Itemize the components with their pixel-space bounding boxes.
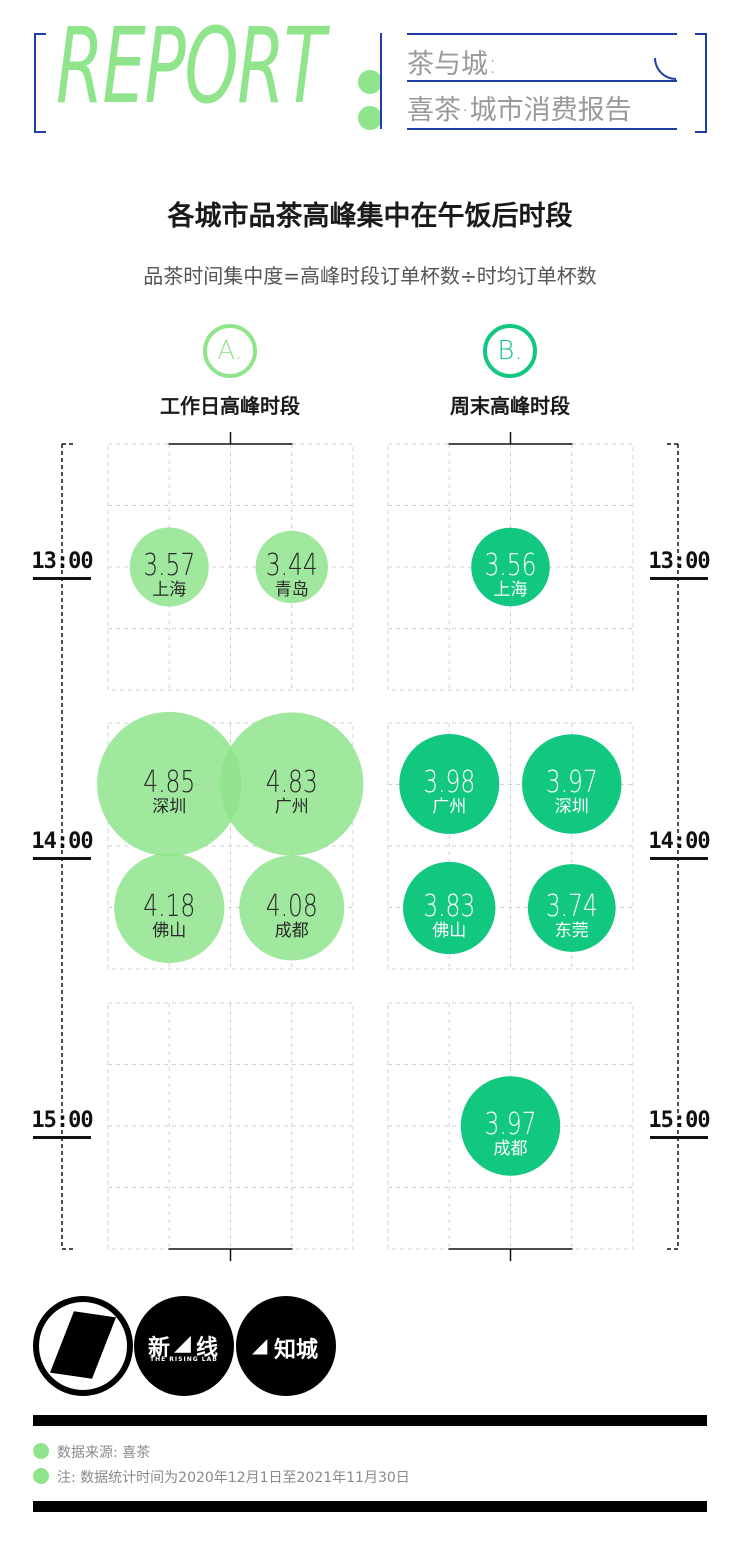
- bubble-city: 佛山: [152, 921, 186, 941]
- bubble-value: 3.57: [143, 548, 195, 583]
- bubble-weekend: [471, 527, 550, 607]
- zhicheng-logo: ◢ 知城: [236, 1296, 336, 1396]
- time-label-left-15: 15:00: [31, 1108, 93, 1133]
- bubble-city: 深圳: [555, 797, 589, 817]
- legend-note: 注: 数据统计时间为2020年12月1日至2021年11月30日: [57, 1470, 410, 1486]
- bubble-weekend: [460, 1076, 561, 1176]
- header-divider: [380, 33, 382, 129]
- xinxian-logo-mark: ◢: [174, 1331, 191, 1356]
- time-label-right-14: 14:00: [648, 829, 710, 854]
- bubble-value: 3.56: [484, 548, 536, 583]
- chart-subtitle: 品茶时间集中度=高峰时段订单杯数÷时均订单杯数: [143, 264, 597, 288]
- time-label-left-13: 13:00: [31, 549, 93, 574]
- panel-a-title: 工作日高峰时段: [160, 394, 300, 418]
- icon-logo: [33, 1296, 133, 1396]
- chart-title: 各城市品茶高峰集中在午饭后时段: [167, 201, 573, 232]
- bubble-value: 4.85: [143, 765, 195, 800]
- panel-b-title: 周末高峰时段: [450, 394, 570, 418]
- bubble-weekday: [97, 711, 242, 857]
- time-underline-left: [33, 857, 91, 860]
- bubble-value: 3.44: [266, 548, 318, 583]
- bubble-city: 成都: [494, 1139, 528, 1159]
- time-underline-right: [650, 1136, 708, 1139]
- bubble-city: 成都: [275, 921, 309, 941]
- panel-b-badge: B.: [483, 324, 537, 378]
- bubble-value: 4.08: [266, 889, 318, 924]
- bubble-city: 广州: [275, 797, 309, 817]
- time-label-right-15: 15:00: [648, 1108, 710, 1133]
- time-underline-left: [33, 577, 91, 580]
- time-label-right-13: 13:00: [648, 549, 710, 574]
- legend-dot-1: [33, 1443, 49, 1459]
- bubble-value: 3.98: [423, 765, 475, 800]
- bubble-city: 广州: [432, 797, 466, 817]
- bubble-weekend: [403, 861, 496, 955]
- time-label-left-14: 14:00: [31, 829, 93, 854]
- legend-dot-2: [33, 1468, 49, 1484]
- bubble-city: 上海: [152, 580, 186, 600]
- bubble-weekday: [255, 530, 328, 604]
- bubble-weekend: [527, 864, 616, 952]
- xinxian-logo-sub: THE RISING LAB: [150, 1356, 218, 1363]
- bubble-city: 上海: [494, 580, 528, 600]
- footer-rule-top: [33, 1415, 707, 1426]
- xinxian-logo-char2: 线: [196, 1336, 219, 1361]
- zhicheng-logo-text: 知城: [274, 1338, 319, 1363]
- header-left-bracket: [34, 33, 46, 133]
- report-word: REPORT: [56, 5, 326, 127]
- bubble-weekend: [522, 734, 622, 834]
- colon-dot-bottom: [358, 106, 382, 130]
- header-line2: 喜茶·城市消费报告: [407, 95, 632, 126]
- header-right-bracket: [695, 33, 707, 133]
- header-bottom-line: [407, 128, 677, 130]
- bubble-value: 3.74: [546, 889, 598, 924]
- zhicheng-logo-mark: ◢: [252, 1333, 268, 1357]
- time-underline-right: [650, 857, 708, 860]
- bubble-value: 3.83: [423, 889, 475, 924]
- bubble-weekday: [239, 855, 345, 961]
- colon-dot-top: [358, 70, 382, 94]
- bubble-value: 4.83: [266, 765, 318, 800]
- legend-source: 数据来源: 喜茶: [57, 1445, 151, 1461]
- header-top-line: [407, 33, 677, 35]
- bubble-weekday: [114, 852, 225, 964]
- bubble-city: 青岛: [275, 580, 309, 600]
- bubble-value: 4.18: [143, 889, 195, 924]
- time-underline-left: [33, 1136, 91, 1139]
- bubble-weekday: [220, 712, 364, 856]
- panel-a-badge: A.: [203, 324, 257, 378]
- header-mid-line: [407, 80, 677, 82]
- header-line1: 茶与城:: [407, 49, 498, 80]
- bubble-weekday: [129, 527, 209, 607]
- bubble-city: 佛山: [432, 921, 466, 941]
- bubble-value: 3.97: [484, 1107, 536, 1142]
- bubble-value: 3.97: [546, 765, 598, 800]
- time-underline-right: [650, 577, 708, 580]
- bubble-city: 深圳: [152, 797, 186, 817]
- xinxian-logo: 新 ◢ 线 THE RISING LAB: [134, 1296, 234, 1396]
- bubble-weekend: [399, 734, 500, 834]
- xinxian-logo-char1: 新: [148, 1336, 171, 1361]
- footer-rule-bottom: [33, 1501, 707, 1512]
- bubble-city: 东莞: [555, 921, 589, 941]
